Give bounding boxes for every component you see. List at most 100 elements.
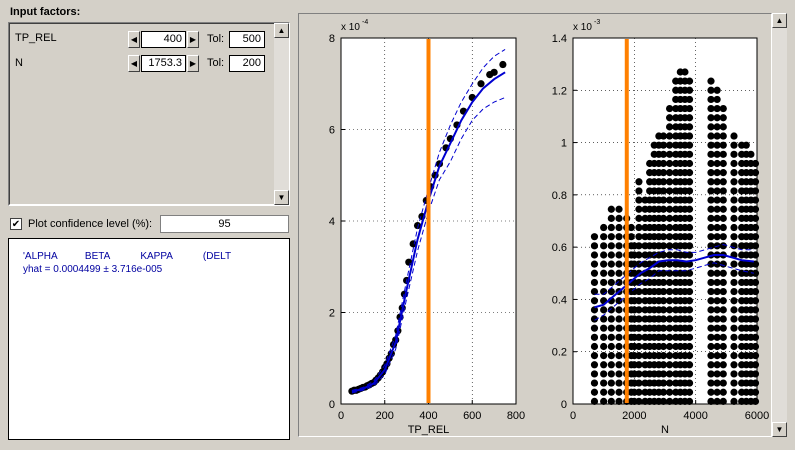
data-point — [719, 169, 727, 177]
data-point — [607, 361, 615, 369]
n-increment-button[interactable]: ▶ — [187, 55, 199, 72]
data-point — [666, 333, 674, 341]
tp-rel-value-field[interactable]: 400 — [141, 31, 186, 48]
x-tick-label: 200 — [376, 410, 394, 422]
data-point — [685, 187, 694, 195]
data-point — [590, 370, 599, 378]
n-decrement-button[interactable]: ◀ — [128, 55, 140, 72]
data-point — [713, 269, 721, 277]
data-point — [635, 223, 643, 232]
data-point — [659, 306, 668, 314]
data-point — [730, 141, 738, 149]
data-point — [751, 397, 760, 405]
up-arrow-icon: ▲ — [277, 26, 286, 35]
data-point — [627, 223, 635, 232]
factors-scrollbar[interactable]: ▲ ▼ — [274, 23, 289, 205]
data-point — [713, 233, 721, 241]
data-point — [751, 361, 760, 369]
y-tick-label: 0.4 — [552, 294, 567, 306]
data-point — [685, 306, 694, 314]
data-point — [685, 324, 694, 332]
data-point — [742, 141, 750, 149]
data-point — [713, 306, 721, 314]
data-point — [730, 233, 738, 241]
data-point — [685, 342, 694, 351]
data-point — [730, 178, 738, 186]
data-point — [685, 233, 694, 241]
data-point — [685, 114, 694, 122]
scroll-up-button[interactable]: ▲ — [274, 23, 289, 38]
data-point — [707, 269, 715, 277]
confidence-checkbox[interactable]: ✔ — [10, 218, 22, 230]
scroll-down-button[interactable]: ▼ — [274, 190, 289, 205]
data-point — [607, 223, 615, 232]
data-point — [751, 196, 760, 204]
n-tol-field[interactable]: 200 — [229, 55, 265, 72]
tp-rel-increment-button[interactable]: ▶ — [187, 31, 199, 48]
data-point — [751, 379, 760, 387]
data-point — [666, 370, 674, 378]
data-point — [659, 315, 668, 323]
data-point — [751, 388, 760, 396]
y-tick-label: 0.6 — [552, 242, 567, 254]
data-point — [713, 104, 721, 113]
data-point — [499, 60, 507, 69]
data-point — [666, 169, 674, 177]
data-point — [751, 324, 760, 332]
data-point — [707, 141, 715, 149]
data-point — [590, 278, 599, 287]
data-point — [600, 233, 608, 241]
x-tick-label: 2000 — [622, 410, 646, 422]
data-point — [635, 205, 643, 213]
data-point — [713, 114, 721, 122]
data-point — [730, 352, 738, 360]
data-point — [719, 315, 727, 323]
tp-rel-tol-field[interactable]: 500 — [229, 31, 265, 48]
data-point — [615, 223, 623, 232]
data-point — [490, 68, 498, 76]
data-point — [666, 187, 674, 195]
data-point — [659, 352, 668, 360]
data-point — [600, 379, 608, 387]
plot-scrollbar[interactable]: ▲ ▼ — [772, 13, 787, 437]
tp-rel-decrement-button[interactable]: ◀ — [128, 31, 140, 48]
data-point — [635, 187, 643, 195]
data-point — [713, 315, 721, 323]
factor-name-n: N — [15, 57, 23, 69]
data-point — [635, 361, 643, 369]
data-point — [751, 187, 760, 195]
data-point — [659, 397, 668, 405]
confidence-value-field[interactable]: 95 — [160, 215, 289, 233]
data-point — [659, 379, 668, 387]
data-point — [607, 205, 615, 213]
data-point — [719, 123, 727, 131]
axis-exponent-label: x 10 — [341, 22, 360, 33]
data-point — [713, 297, 721, 305]
n-value-field[interactable]: 1753.3 — [141, 55, 186, 72]
data-point — [713, 159, 721, 168]
x-tick-label: 600 — [463, 410, 481, 422]
plot-scroll-up-button[interactable]: ▲ — [772, 13, 787, 28]
data-point — [730, 324, 738, 332]
data-point — [666, 251, 674, 259]
data-point — [713, 324, 721, 332]
up-arrow-icon: ▲ — [775, 16, 784, 25]
data-point — [659, 187, 668, 195]
data-point — [413, 221, 422, 230]
data-point — [751, 352, 760, 360]
data-point — [707, 86, 715, 94]
down-arrow-icon: ▼ — [775, 425, 784, 434]
data-point — [707, 306, 715, 314]
plot-scroll-down-button[interactable]: ▼ — [772, 422, 787, 437]
data-point — [659, 196, 668, 204]
data-point — [590, 306, 599, 314]
x-tick-label: 0 — [338, 410, 344, 422]
data-point — [635, 196, 643, 204]
data-point — [659, 287, 668, 296]
data-point — [707, 287, 715, 296]
tp-rel-tol-label: Tol: — [207, 33, 225, 45]
stats-output-box: 'ALPHA BETA KAPPA (DELT yhat = 0.0004499… — [8, 238, 290, 440]
data-point — [713, 196, 721, 204]
